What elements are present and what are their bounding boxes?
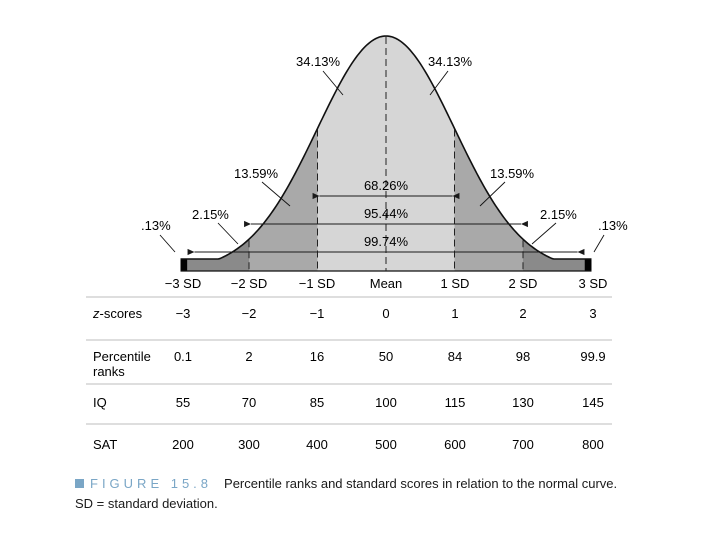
percentile-value: 98	[516, 349, 530, 364]
percentile-value: 50	[379, 349, 393, 364]
tick-label: 3 SD	[579, 276, 608, 291]
iq-value: 55	[176, 395, 190, 410]
row-label-percentile-line1: Percentile	[93, 349, 151, 364]
z-value: −3	[176, 306, 191, 321]
percent-span-arrows: 68.26% 95.44% 99.74%	[187, 178, 585, 256]
iq-value: 100	[375, 395, 397, 410]
label-right-34: 34.13%	[428, 54, 473, 69]
label-right-215: 2.15%	[540, 207, 577, 222]
region-labels: 34.13% 34.13% 13.59% 13.59% 2.15% 2.15% …	[141, 54, 628, 253]
label-left-215: 2.15%	[192, 207, 229, 222]
sat-value: 200	[172, 437, 194, 452]
z-value: −2	[242, 306, 257, 321]
caption-square-icon	[75, 479, 84, 488]
span-label: 68.26%	[364, 178, 409, 193]
label-left-1359: 13.59%	[234, 166, 279, 181]
sat-value: 400	[306, 437, 328, 452]
score-table: z-scores −3 −2 −1 0 1 2 3 Percentile ran…	[86, 296, 612, 452]
percentile-value: 2	[245, 349, 252, 364]
row-label-percentile-line2: ranks	[93, 364, 125, 379]
label-right-013: .13%	[598, 218, 628, 233]
caption-line2: SD = standard deviation.	[75, 496, 218, 511]
curve-region	[180, 259, 188, 271]
sat-value: 700	[512, 437, 534, 452]
normal-curve-outline	[180, 35, 592, 260]
z-value: 2	[519, 306, 526, 321]
leader-left-34	[322, 70, 344, 96]
leader-right-34	[429, 70, 449, 96]
sat-value: 500	[375, 437, 397, 452]
row-label-sat: SAT	[93, 437, 117, 452]
label-left-013: .13%	[141, 218, 171, 233]
z-value: −1	[310, 306, 325, 321]
leader-left-215	[217, 222, 239, 245]
tick-label: −2 SD	[231, 276, 268, 291]
percentile-value: 99.9	[580, 349, 605, 364]
leader-right-1359	[479, 181, 506, 207]
figure-label: FIGURE 15.8	[90, 476, 213, 491]
sat-value: 800	[582, 437, 604, 452]
label-left-34: 34.13%	[296, 54, 341, 69]
row-label-percentile: Percentile ranks	[93, 349, 154, 379]
curve-region	[187, 239, 249, 271]
table-row: 55 70 85 100 115 130 145	[176, 395, 604, 410]
tick-label: 2 SD	[509, 276, 538, 291]
iq-value: 130	[512, 395, 534, 410]
label-right-1359: 13.59%	[490, 166, 535, 181]
z-value: 0	[382, 306, 389, 321]
figure-caption: FIGURE 15.8 Percentile ranks and standard…	[75, 474, 675, 514]
percentile-value: 16	[310, 349, 324, 364]
iq-value: 70	[242, 395, 256, 410]
sat-value: 300	[238, 437, 260, 452]
z-value: 3	[589, 306, 596, 321]
tick-label: 1 SD	[441, 276, 470, 291]
span-label: 95.44%	[364, 206, 409, 221]
percentile-value: 0.1	[174, 349, 192, 364]
tick-label: −1 SD	[299, 276, 336, 291]
curve-region	[523, 239, 585, 271]
leader-left-013	[159, 234, 176, 253]
table-row: 200 300 400 500 600 700 800	[172, 437, 604, 452]
curve-region	[584, 259, 592, 271]
leader-left-1359	[261, 181, 291, 207]
row-label-iq: IQ	[93, 395, 107, 410]
tick-label: Mean	[370, 276, 403, 291]
span-label: 99.74%	[364, 234, 409, 249]
tick-label: −3 SD	[165, 276, 202, 291]
iq-value: 145	[582, 395, 604, 410]
table-row: −3 −2 −1 0 1 2 3	[176, 306, 597, 321]
row-label-z: z-scores	[92, 306, 143, 321]
leader-right-215	[531, 222, 557, 245]
caption-line1: Percentile ranks and standard scores in …	[224, 476, 618, 491]
sat-value: 600	[444, 437, 466, 452]
iq-value: 85	[310, 395, 324, 410]
z-value: 1	[451, 306, 458, 321]
sd-dashed-lines	[248, 37, 524, 271]
percentile-value: 84	[448, 349, 462, 364]
iq-value: 115	[445, 395, 466, 410]
sd-axis-labels: −3 SD −2 SD −1 SD Mean 1 SD 2 SD 3 SD	[165, 276, 608, 291]
leader-right-013	[593, 234, 605, 253]
table-row: 0.1 2 16 50 84 98 99.9	[174, 349, 606, 364]
